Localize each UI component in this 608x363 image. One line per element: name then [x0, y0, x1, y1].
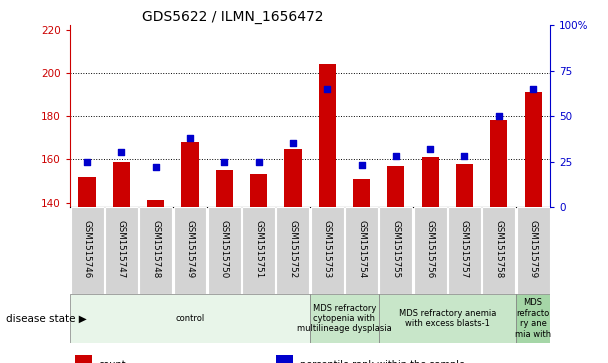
Bar	[516, 294, 550, 343]
Bar	[353, 179, 370, 207]
Point	[357, 162, 367, 168]
Bar	[242, 207, 275, 294]
Bar	[147, 200, 164, 207]
Point	[185, 135, 195, 141]
Point	[322, 86, 332, 92]
Text: GSM1515755: GSM1515755	[392, 220, 400, 278]
Point	[528, 86, 538, 92]
Point	[219, 159, 229, 164]
Text: GSM1515749: GSM1515749	[185, 220, 195, 278]
Text: GSM1515753: GSM1515753	[323, 220, 332, 278]
Text: MDS refractory anemia
with excess blasts-1: MDS refractory anemia with excess blasts…	[399, 309, 496, 328]
Text: GSM1515758: GSM1515758	[494, 220, 503, 278]
Point	[254, 159, 263, 164]
Point	[494, 113, 503, 119]
Bar	[181, 142, 199, 207]
Text: GSM1515756: GSM1515756	[426, 220, 435, 278]
Bar	[517, 207, 550, 294]
Bar	[525, 93, 542, 207]
Bar	[105, 207, 138, 294]
Bar	[490, 121, 507, 207]
Bar	[277, 355, 293, 363]
Bar	[71, 207, 103, 294]
Bar	[311, 207, 344, 294]
Point	[391, 153, 401, 159]
Text: GSM1515748: GSM1515748	[151, 220, 160, 278]
Text: percentile rank within the sample: percentile rank within the sample	[300, 360, 466, 363]
Text: GSM1515747: GSM1515747	[117, 220, 126, 278]
Bar	[216, 170, 233, 207]
Bar	[387, 166, 404, 207]
Text: GSM1515759: GSM1515759	[528, 220, 537, 278]
Text: disease state ▶: disease state ▶	[6, 314, 87, 323]
Point	[117, 150, 126, 155]
Bar	[250, 175, 267, 207]
Bar	[319, 64, 336, 207]
Bar	[78, 177, 95, 207]
Bar	[310, 294, 379, 343]
Bar	[379, 207, 412, 294]
Bar	[113, 162, 130, 207]
Text: control: control	[175, 314, 205, 323]
Bar	[173, 207, 207, 294]
Bar	[70, 294, 310, 343]
Text: GSM1515752: GSM1515752	[288, 220, 297, 278]
Text: GDS5622 / ILMN_1656472: GDS5622 / ILMN_1656472	[142, 11, 323, 24]
Text: GSM1515750: GSM1515750	[220, 220, 229, 278]
Point	[425, 146, 435, 152]
Text: count: count	[98, 360, 126, 363]
Bar	[277, 207, 309, 294]
Bar	[208, 207, 241, 294]
Bar	[448, 207, 481, 294]
Bar	[139, 207, 172, 294]
Point	[82, 159, 92, 164]
Point	[288, 140, 298, 146]
Text: MDS refractory
cytopenia with
multilineage dysplasia: MDS refractory cytopenia with multilinea…	[297, 303, 392, 334]
Text: GSM1515754: GSM1515754	[357, 220, 366, 278]
Text: MDS
refracto
ry ane
mia with: MDS refracto ry ane mia with	[515, 298, 551, 339]
Bar	[482, 207, 515, 294]
Bar	[75, 355, 92, 363]
Bar	[285, 148, 302, 207]
Point	[460, 153, 469, 159]
Bar	[456, 164, 473, 207]
Bar	[379, 294, 516, 343]
Bar	[345, 207, 378, 294]
Bar	[413, 207, 447, 294]
Text: GSM1515757: GSM1515757	[460, 220, 469, 278]
Point	[151, 164, 161, 170]
Text: GSM1515751: GSM1515751	[254, 220, 263, 278]
Text: GSM1515746: GSM1515746	[83, 220, 92, 278]
Bar	[421, 157, 439, 207]
